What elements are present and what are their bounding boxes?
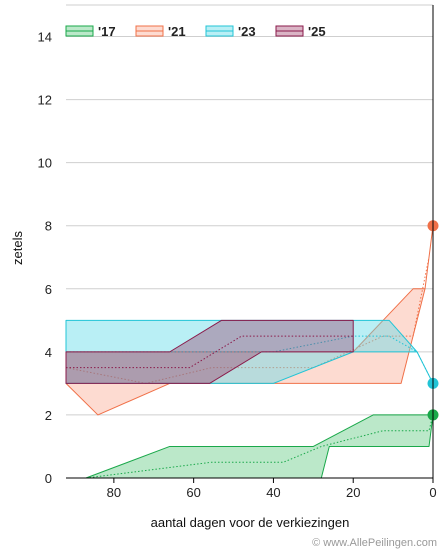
series-trend-line-0 [85, 414, 434, 479]
y-axis-label: zetels [10, 231, 25, 265]
legend: '17 '21 '23 '25 [65, 24, 326, 39]
legend-label-2: '23 [238, 24, 256, 39]
y-tick-label-2: 2 [45, 408, 52, 423]
x-tick-label-20: 20 [346, 485, 360, 500]
axes: 0 2 4 6 8 10 12 14 80 60 40 20 0 [38, 5, 437, 500]
x-axis-label: aantal dagen voor de verkiezingen [151, 515, 350, 530]
credit-text: © www.AllePeilingen.com [312, 537, 437, 549]
y-tick-label-4: 4 [45, 345, 52, 360]
y-tick-label-12: 12 [38, 93, 52, 108]
legend-label-3: '25 [308, 24, 326, 39]
x-tick-label-80: 80 [107, 485, 121, 500]
x-tick-label-60: 60 [186, 485, 200, 500]
legend-label-1: '21 [168, 24, 186, 39]
series-band-0 [85, 414, 434, 479]
y-tick-label-10: 10 [38, 156, 52, 171]
x-tick-label-40: 40 [266, 485, 280, 500]
y-tick-label-6: 6 [45, 282, 52, 297]
series-bands [65, 220, 439, 479]
y-tick-label-14: 14 [38, 30, 52, 45]
y-tick-label-8: 8 [45, 219, 52, 234]
x-tick-label-0: 0 [429, 485, 436, 500]
legend-label-0: '17 [98, 24, 116, 39]
series-trend-line-3 [66, 335, 354, 369]
y-tick-label-0: 0 [45, 471, 52, 486]
